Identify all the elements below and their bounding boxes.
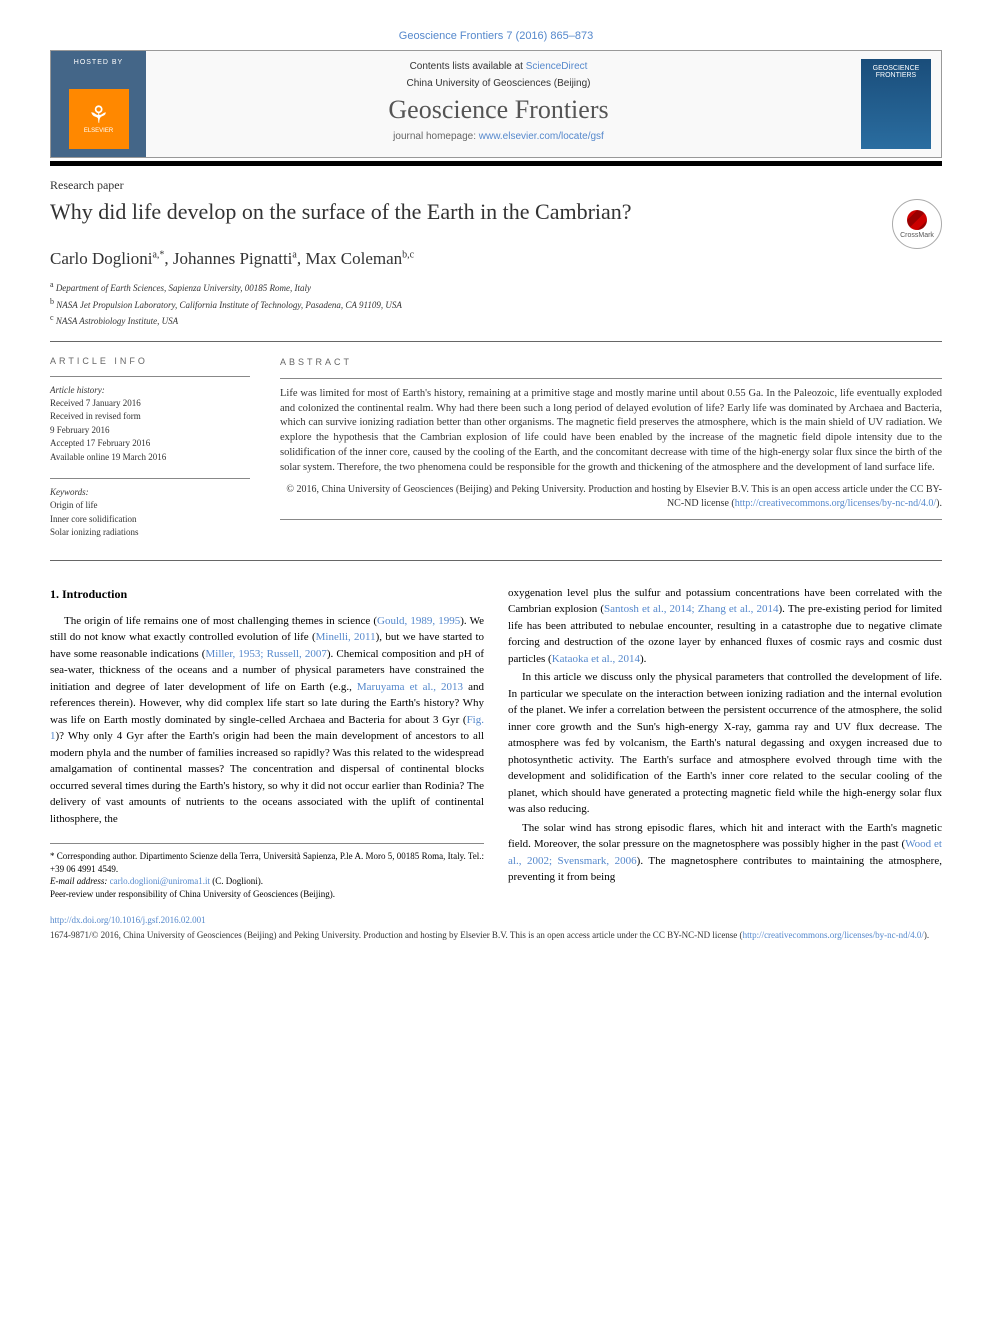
history-block: Article history: Received 7 January 2016… — [50, 376, 250, 465]
keyword-1: Origin of life — [50, 499, 250, 513]
col2-para-1: oxygenation level plus the sulfur and po… — [508, 585, 942, 668]
footer-license-link[interactable]: http://creativecommons.org/licenses/by-n… — [743, 930, 924, 940]
doi-line: http://dx.doi.org/10.1016/j.gsf.2016.02.… — [50, 914, 942, 927]
contents-line: Contents lists available at ScienceDirec… — [156, 61, 841, 72]
homepage-line: journal homepage: www.elsevier.com/locat… — [156, 131, 841, 142]
copyright-text: © 2016, China University of Geosciences … — [280, 483, 942, 511]
aff-b-text: NASA Jet Propulsion Laboratory, Californ… — [56, 300, 402, 310]
email-line: E-mail address: carlo.doglioni@uniroma1.… — [50, 875, 484, 888]
ref-minelli[interactable]: Minelli, 2011 — [316, 631, 376, 643]
hosted-by-panel: HOSTED BY ⚘ ELSEVIER — [51, 51, 146, 157]
university-line: China University of Geosciences (Beijing… — [156, 78, 841, 89]
keywords-block: Keywords: Origin of life Inner core soli… — [50, 478, 250, 540]
email-link[interactable]: carlo.doglioni@uniroma1.it — [110, 876, 210, 886]
journal-header: HOSTED BY ⚘ ELSEVIER Contents lists avai… — [50, 50, 942, 158]
keyword-2: Inner core solidification — [50, 513, 250, 527]
ref-maruyama[interactable]: Maruyama et al., 2013 — [357, 681, 463, 693]
info-abstract-row: ARTICLE INFO Article history: Received 7… — [50, 341, 942, 540]
journal-cover: GEOSCIENCE FRONTIERS — [861, 59, 931, 149]
issn-text: 1674-9871/© 2016, China University of Ge… — [50, 930, 743, 940]
affiliation-a: a Department of Earth Sciences, Sapienza… — [50, 279, 942, 296]
history-received: Received 7 January 2016 — [50, 397, 250, 411]
abstract-text: Life was limited for most of Earth's his… — [280, 387, 942, 475]
body-column-left: 1. Introduction The origin of life remai… — [50, 585, 484, 901]
elsevier-logo: ⚘ ELSEVIER — [69, 89, 129, 149]
ref-gould[interactable]: Gould, 1989, 1995 — [377, 615, 460, 627]
article-type: Research paper — [50, 178, 942, 193]
ref-kataoka[interactable]: Kataoka et al., 2014 — [552, 653, 640, 665]
p1a: The origin of life remains one of most c… — [64, 615, 377, 627]
journal-name: Geoscience Frontiers — [156, 95, 841, 125]
aff-c-text: NASA Astrobiology Institute, USA — [56, 316, 178, 326]
history-accepted: Accepted 17 February 2016 — [50, 437, 250, 451]
intro-para-1: The origin of life remains one of most c… — [50, 613, 484, 828]
copyright-end: ). — [936, 498, 942, 509]
hosted-by-text: HOSTED BY — [74, 59, 123, 66]
history-revised-2: 9 February 2016 — [50, 424, 250, 438]
ref-miller[interactable]: Miller, 1953; Russell, 2007 — [205, 648, 326, 660]
footer-block: http://dx.doi.org/10.1016/j.gsf.2016.02.… — [50, 914, 942, 941]
corresponding-author: * Corresponding author. Dipartimento Sci… — [50, 850, 484, 875]
header-rule — [50, 161, 942, 166]
article-info: ARTICLE INFO Article history: Received 7… — [50, 356, 250, 540]
col2-para-2: In this article we discuss only the phys… — [508, 669, 942, 818]
author-1-sup: a,* — [152, 249, 164, 260]
elsevier-tree-icon: ⚘ — [88, 104, 110, 128]
homepage-label: journal homepage: — [393, 131, 479, 142]
crossmark-icon — [907, 210, 927, 230]
cover-title: GEOSCIENCE FRONTIERS — [863, 65, 929, 79]
history-revised-1: Received in revised form — [50, 410, 250, 424]
elsevier-text: ELSEVIER — [84, 128, 113, 134]
keyword-3: Solar ionizing radiations — [50, 526, 250, 540]
p1f: )? Why only 4 Gyr after the Earth's orig… — [50, 730, 484, 825]
header-right: GEOSCIENCE FRONTIERS — [851, 51, 941, 157]
footnotes: * Corresponding author. Dipartimento Sci… — [50, 843, 484, 900]
author-3-sup: b,c — [402, 249, 414, 260]
citation-line: Geoscience Frontiers 7 (2016) 865–873 — [50, 30, 942, 42]
body-columns: 1. Introduction The origin of life remai… — [50, 585, 942, 901]
homepage-link[interactable]: www.elsevier.com/locate/gsf — [479, 131, 604, 142]
body-column-right: oxygenation level plus the sulfur and po… — [508, 585, 942, 901]
issn-line: 1674-9871/© 2016, China University of Ge… — [50, 929, 942, 942]
authors-line: Carlo Doglionia,*, Johannes Pignattia, M… — [50, 249, 942, 269]
info-abstract-rule — [50, 560, 942, 561]
crossmark-text: CrossMark — [900, 232, 934, 239]
affiliation-b: b NASA Jet Propulsion Laboratory, Califo… — [50, 296, 942, 313]
abstract-column: ABSTRACT Life was limited for most of Ea… — [280, 356, 942, 540]
c2p1c: ). — [640, 653, 646, 665]
col2-para-3: The solar wind has strong episodic flare… — [508, 820, 942, 886]
article-info-label: ARTICLE INFO — [50, 356, 250, 366]
author-1: Carlo Doglioni — [50, 249, 152, 268]
affiliations: a Department of Earth Sciences, Sapienza… — [50, 279, 942, 329]
email-label: E-mail address: — [50, 876, 110, 886]
title-row: Why did life develop on the surface of t… — [50, 199, 942, 249]
affiliation-c: c NASA Astrobiology Institute, USA — [50, 312, 942, 329]
keywords-label: Keywords: — [50, 487, 250, 497]
author-3: Max Coleman — [305, 249, 402, 268]
email-name: (C. Doglioni). — [210, 876, 263, 886]
contents-text: Contents lists available at — [410, 61, 526, 72]
peer-review-line: Peer-review under responsibility of Chin… — [50, 888, 484, 901]
license-link[interactable]: http://creativecommons.org/licenses/by-n… — [735, 498, 936, 509]
section-1-heading: 1. Introduction — [50, 585, 484, 603]
history-label: Article history: — [50, 385, 250, 395]
abstract-label: ABSTRACT — [280, 356, 942, 369]
header-center: Contents lists available at ScienceDirec… — [146, 51, 851, 157]
ref-santosh[interactable]: Santosh et al., 2014; Zhang et al., 2014 — [604, 603, 778, 615]
author-2-sup: a — [292, 249, 296, 260]
article-title: Why did life develop on the surface of t… — [50, 199, 882, 225]
sciencedirect-link[interactable]: ScienceDirect — [526, 61, 588, 72]
doi-link[interactable]: http://dx.doi.org/10.1016/j.gsf.2016.02.… — [50, 915, 206, 925]
history-online: Available online 19 March 2016 — [50, 451, 250, 465]
author-2: Johannes Pignatti — [173, 249, 292, 268]
aff-a-text: Department of Earth Sciences, Sapienza U… — [56, 283, 311, 293]
crossmark-badge[interactable]: CrossMark — [892, 199, 942, 249]
c2p3a: The solar wind has strong episodic flare… — [508, 822, 942, 851]
issn-end: ). — [924, 930, 929, 940]
